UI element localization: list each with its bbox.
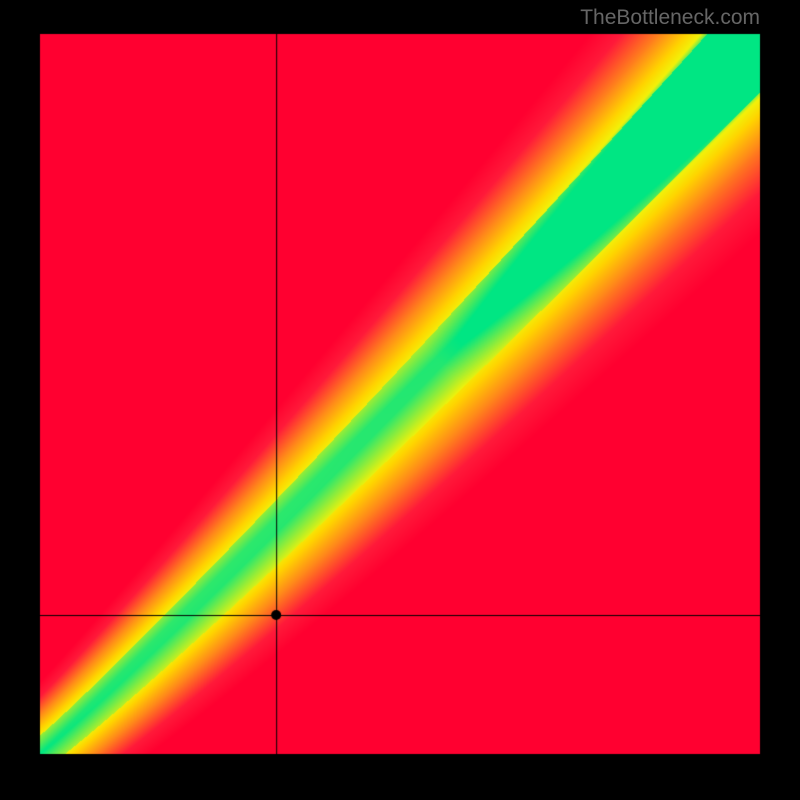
chart-container: TheBottleneck.com [0,0,800,800]
bottleneck-heatmap [0,0,800,800]
watermark-text: TheBottleneck.com [580,6,760,30]
